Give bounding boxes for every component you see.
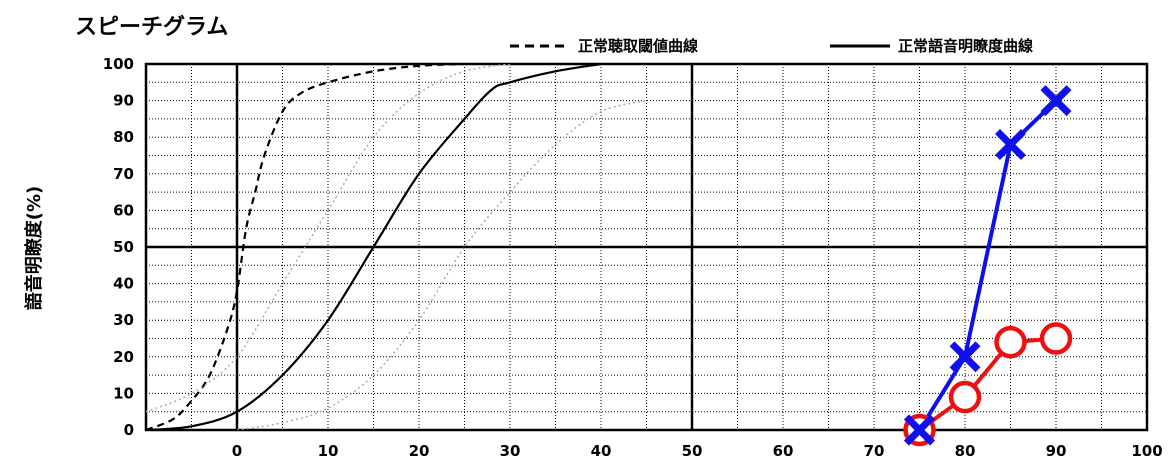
y-tick-label: 0 [124,421,134,439]
reference-curve-dotted [236,99,647,430]
y-tick-label: 40 [113,275,134,293]
x-tick-label: 50 [682,442,703,460]
reference-curves [146,64,647,430]
x-tick-label: 10 [318,442,339,460]
y-tick-label: 80 [113,128,134,146]
x-tick-label: 60 [773,442,794,460]
y-tick-label: 100 [103,55,134,73]
x-marker-stroke [904,414,935,446]
data-point-x [1040,85,1072,117]
data-series [903,85,1073,447]
series-x-markers-line [917,99,1058,432]
y-tick-label: 70 [113,165,134,183]
y-tick-label: 60 [113,201,134,219]
data-point-x [995,129,1026,160]
legend: 正常聴取閾値曲線 正常語音明瞭度曲線 [510,37,1033,55]
x-tick-label: 40 [591,442,612,460]
x-tick-labels: 0 10 20 30 40 50 60 70 80 90 100 [232,442,1163,460]
series-o-markers-line [918,336,1057,432]
data-point-x-top [904,414,935,446]
reference-curve-dotted [146,64,511,413]
x-marker-stroke [949,341,981,373]
data-point-o [994,325,1027,359]
x-tick-label: 90 [1046,442,1067,460]
x-tick-label: 100 [1131,442,1162,460]
y-axis-label: 語音明瞭度(%) [23,186,45,311]
y-tick-labels: 0 10 20 30 40 50 60 70 80 90 100 [103,55,134,439]
legend-label-threshold: 正常聴取閾値曲線 [578,37,698,55]
x-tick-label: 30 [500,442,521,460]
plot-frame [144,62,1149,432]
x-tick-label: 80 [955,442,976,460]
y-tick-label: 20 [113,348,134,366]
x-marker-stroke [995,129,1026,160]
x-tick-label: 20 [409,442,430,460]
reference-curve-solid [146,64,602,430]
data-point-o [1039,322,1073,355]
x-marker-stroke [1040,85,1072,117]
y-tick-label: 30 [113,311,134,329]
chart-title: スピーチグラム [75,14,228,40]
legend-label-intelligibility: 正常語音明瞭度曲線 [898,37,1033,55]
data-point-o [948,380,982,414]
data-point-x [949,341,981,373]
reference-curve-dashed [146,64,465,430]
grid-major [144,62,1149,432]
y-tick-label: 50 [113,238,134,256]
x-tick-label: 0 [232,442,242,460]
x-tick-label: 70 [864,442,885,460]
y-tick-label: 90 [113,92,134,110]
y-tick-label: 10 [113,384,134,402]
